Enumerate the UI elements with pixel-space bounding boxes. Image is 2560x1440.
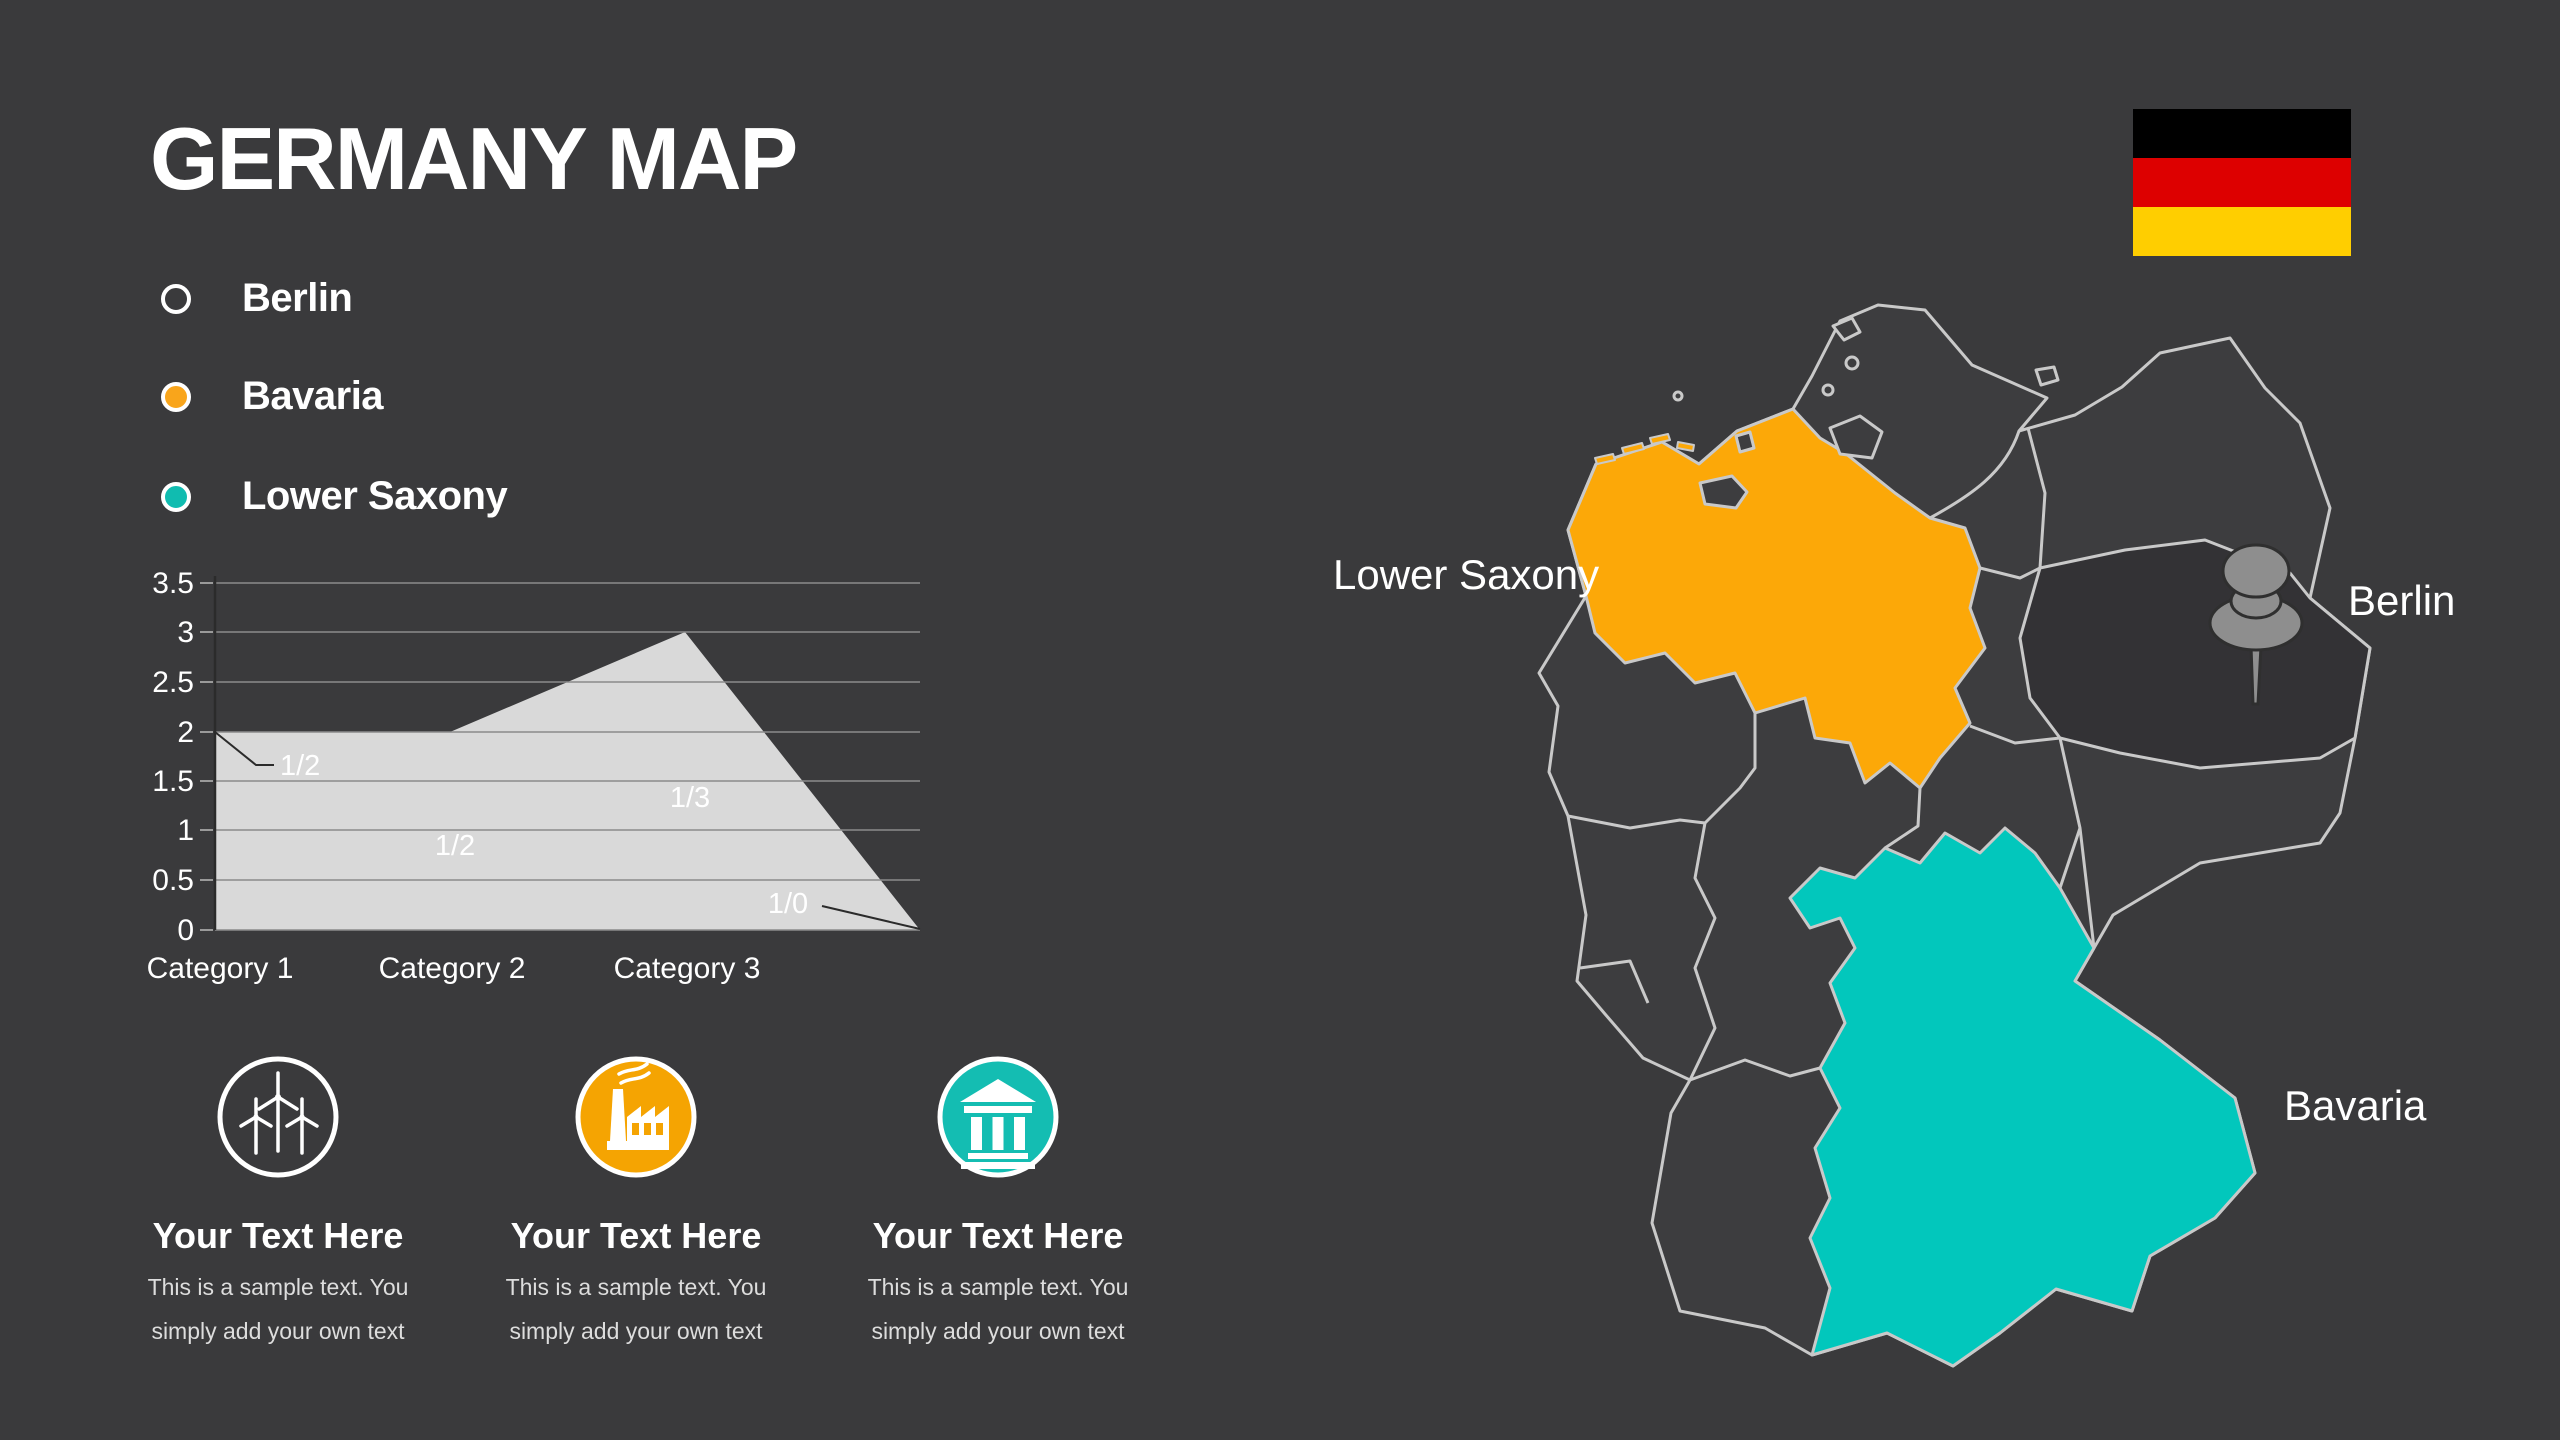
feature-text-line1: This is a sample text. You	[867, 1274, 1129, 1300]
category-3-label: Category 3	[614, 952, 761, 985]
feature-title: Your Text Here	[152, 1215, 404, 1256]
y-axis-ticks	[200, 582, 213, 931]
legend-item-lower-saxony: Lower Saxony	[158, 474, 508, 519]
legend-label-bavaria: Bavaria	[242, 374, 384, 418]
map-region-bavaria	[1788, 826, 2257, 1368]
feature-text-line1: This is a sample text. You	[147, 1274, 409, 1300]
leader-line-1	[214, 731, 274, 766]
map-region-hamburg	[1828, 414, 1884, 460]
gridlines	[215, 582, 920, 931]
map-state-borders	[1567, 427, 2096, 1082]
map-label-bavaria: Bavaria	[2284, 1082, 2427, 1129]
flag-stripe-black	[2133, 109, 2351, 158]
category-1-label: Category 1	[147, 952, 294, 985]
feature-card-factory: Your Text Here This is a sample text. Yo…	[456, 1052, 816, 1345]
legend-dot	[161, 381, 191, 412]
ytick-0_5: 0.5	[152, 864, 194, 897]
bank-icon	[937, 1056, 1059, 1178]
page-title: GERMANY MAP	[150, 109, 798, 208]
germany-map	[1537, 303, 2372, 1368]
leader-line-4	[821, 905, 921, 930]
legend-item-bavaria: Bavaria	[158, 374, 384, 419]
point-label-1: 1/2	[280, 750, 320, 782]
lower-saxony-legend-dot-icon	[161, 481, 191, 512]
area-chart: 0 0.5 1 1.5 2 2.5 3 3.5 Category 1 Categ…	[147, 567, 921, 985]
legend-dot	[161, 283, 191, 314]
map-label-berlin: Berlin	[2348, 577, 2456, 624]
feature-title: Your Text Here	[510, 1215, 762, 1256]
ytick-1_5: 1.5	[152, 765, 194, 798]
legend-item-berlin: Berlin	[158, 276, 353, 321]
legend-label-berlin: Berlin	[242, 276, 353, 320]
ytick-3_5: 3.5	[152, 567, 194, 600]
map-label-lower-saxony: Lower Saxony	[1333, 551, 1600, 598]
germany-flag	[2133, 109, 2351, 256]
category-2-label: Category 2	[379, 952, 526, 985]
feature-text-line2: simply add your own text	[871, 1318, 1125, 1344]
feature-text-line2: simply add your own text	[151, 1318, 405, 1344]
point-label-3: 1/3	[670, 782, 710, 814]
map-islands	[1594, 316, 2060, 465]
flag-stripe-gold	[2133, 207, 2351, 256]
berlin-pin-icon	[2208, 543, 2304, 706]
feature-text-line2: simply add your own text	[509, 1318, 763, 1344]
legend-dot	[161, 481, 191, 512]
ytick-3: 3	[177, 616, 194, 649]
ytick-2: 2	[177, 716, 194, 749]
feature-card-bank: Your Text Here This is a sample text. Yo…	[818, 1052, 1178, 1345]
ytick-1: 1	[177, 814, 194, 847]
feature-circle	[217, 1056, 339, 1178]
bavaria-legend-dot-icon	[161, 381, 191, 412]
map-region-bremerhaven	[1734, 430, 1756, 454]
ytick-2_5: 2.5	[152, 666, 194, 699]
feature-title: Your Text Here	[872, 1215, 1124, 1256]
ytick-0: 0	[177, 914, 194, 947]
legend-label-lower-saxony: Lower Saxony	[242, 474, 508, 518]
point-label-2: 1/2	[435, 830, 475, 862]
map-region-lower-saxony	[1566, 407, 1987, 790]
map-region-brandenburg	[2018, 538, 2372, 770]
wind-turbines-icon	[217, 1056, 339, 1178]
feature-card-wind: Your Text Here This is a sample text. Yo…	[98, 1052, 458, 1345]
point-label-4: 1/0	[768, 888, 808, 920]
flag-stripe-red	[2133, 158, 2351, 207]
factory-icon	[575, 1056, 697, 1178]
feature-text-line1: This is a sample text. You	[505, 1274, 767, 1300]
berlin-legend-dot-icon	[161, 283, 191, 314]
map-region-bremen	[1698, 474, 1749, 510]
